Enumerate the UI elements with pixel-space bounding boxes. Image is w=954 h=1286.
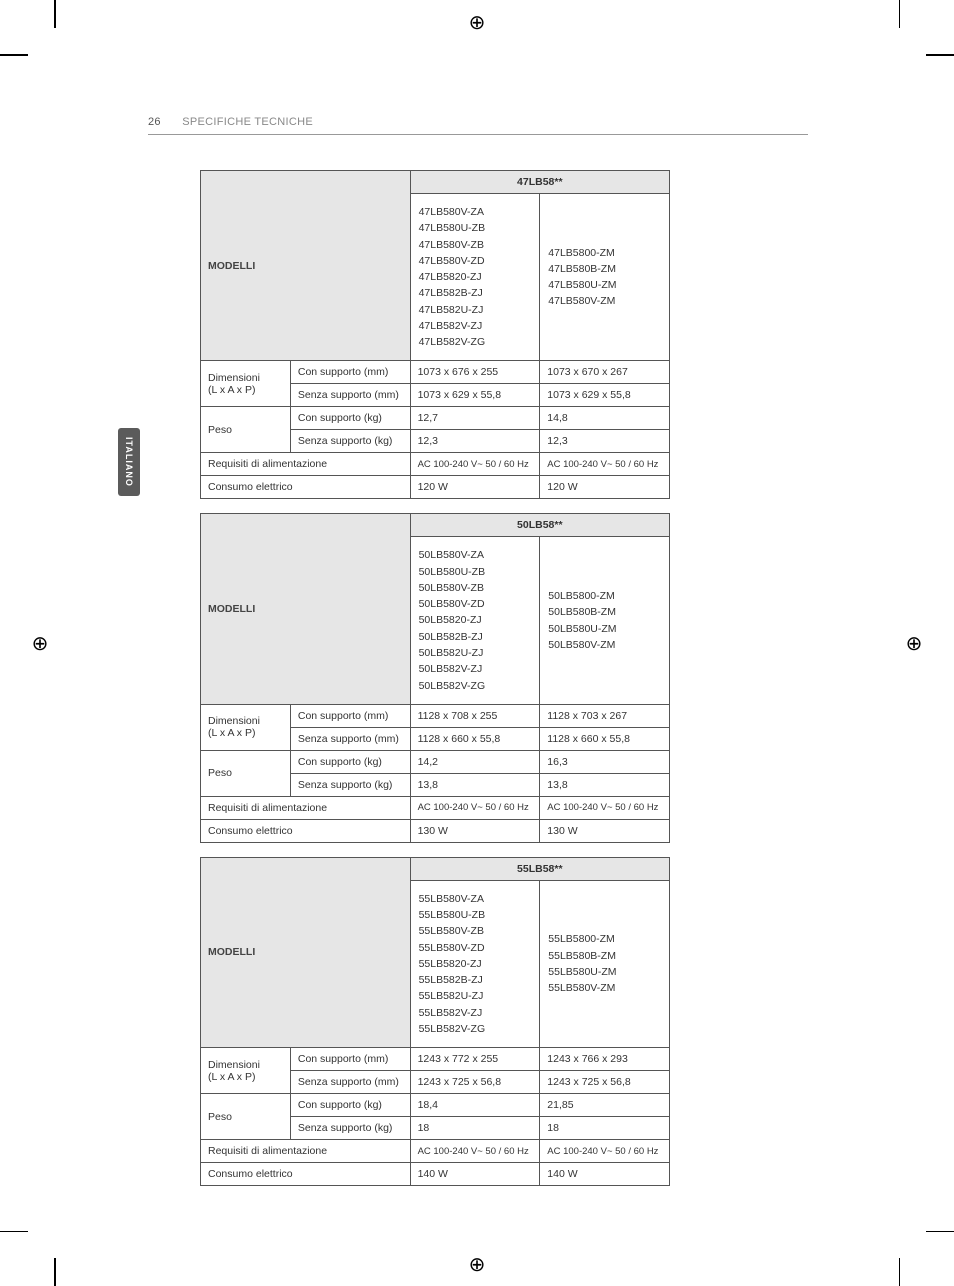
consumption-a: 120 W	[410, 476, 540, 499]
models-list-b: 50LB5800-ZM50LB580B-ZM50LB580U-ZM50LB580…	[540, 537, 670, 704]
consumption-a: 130 W	[410, 819, 540, 842]
with-stand-mm-label: Con supporto (mm)	[290, 361, 410, 384]
spec-table: MODELLI 55LB58** 55LB580V-ZA55LB580U-ZB5…	[200, 857, 670, 1186]
modelli-label: MODELLI	[201, 514, 411, 704]
without-stand-kg-label: Senza supporto (kg)	[290, 430, 410, 453]
dim-con-a: 1073 x 676 x 255	[410, 361, 540, 384]
power-a: AC 100-240 V~ 50 / 60 Hz	[410, 453, 540, 476]
crop-mark	[899, 1258, 901, 1286]
dimensions-label: Dimensioni(L x A x P)	[201, 1048, 291, 1094]
consumption-b: 120 W	[540, 476, 670, 499]
consumption-label: Consumo elettrico	[201, 819, 411, 842]
power-a: AC 100-240 V~ 50 / 60 Hz	[410, 796, 540, 819]
crop-mark	[0, 1231, 28, 1233]
weight-label: Peso	[201, 750, 291, 796]
modelli-label: MODELLI	[201, 171, 411, 361]
peso-senza-b: 12,3	[540, 430, 670, 453]
modelli-label: MODELLI	[201, 857, 411, 1047]
spec-table: MODELLI 47LB58** 47LB580V-ZA47LB580U-ZB4…	[200, 170, 670, 499]
consumption-b: 140 W	[540, 1163, 670, 1186]
series-header: 47LB58**	[410, 171, 669, 194]
models-list-a: 47LB580V-ZA47LB580U-ZB47LB580V-ZB47LB580…	[410, 194, 540, 361]
peso-con-a: 12,7	[410, 407, 540, 430]
models-list-a: 50LB580V-ZA50LB580U-ZB50LB580V-ZB50LB580…	[410, 537, 540, 704]
with-stand-kg-label: Con supporto (kg)	[290, 407, 410, 430]
weight-label: Peso	[201, 1094, 291, 1140]
registration-mark	[467, 1254, 487, 1274]
power-req-label: Requisiti di alimentazione	[201, 1140, 411, 1163]
crop-mark	[0, 54, 28, 56]
with-stand-mm-label: Con supporto (mm)	[290, 1048, 410, 1071]
dim-senza-b: 1073 x 629 x 55,8	[540, 384, 670, 407]
spec-table: MODELLI 50LB58** 50LB580V-ZA50LB580U-ZB5…	[200, 513, 670, 842]
registration-mark	[30, 633, 50, 653]
consumption-b: 130 W	[540, 819, 670, 842]
dimensions-label: Dimensioni(L x A x P)	[201, 361, 291, 407]
dim-con-a: 1128 x 708 x 255	[410, 704, 540, 727]
without-stand-mm-label: Senza supporto (mm)	[290, 1071, 410, 1094]
peso-con-a: 14,2	[410, 750, 540, 773]
consumption-label: Consumo elettrico	[201, 476, 411, 499]
power-b: AC 100-240 V~ 50 / 60 Hz	[540, 1140, 670, 1163]
peso-con-b: 16,3	[540, 750, 670, 773]
series-header: 55LB58**	[410, 857, 669, 880]
without-stand-kg-label: Senza supporto (kg)	[290, 773, 410, 796]
peso-con-a: 18,4	[410, 1094, 540, 1117]
power-b: AC 100-240 V~ 50 / 60 Hz	[540, 796, 670, 819]
without-stand-kg-label: Senza supporto (kg)	[290, 1117, 410, 1140]
models-list-b: 55LB5800-ZM55LB580B-ZM55LB580U-ZM55LB580…	[540, 880, 670, 1047]
dim-con-b: 1073 x 670 x 267	[540, 361, 670, 384]
peso-senza-b: 13,8	[540, 773, 670, 796]
crop-mark	[899, 0, 901, 28]
weight-label: Peso	[201, 407, 291, 453]
with-stand-kg-label: Con supporto (kg)	[290, 750, 410, 773]
header-rule	[148, 134, 808, 135]
spec-tables-container: MODELLI 47LB58** 47LB580V-ZA47LB580U-ZB4…	[200, 170, 670, 1200]
crop-mark	[926, 1231, 954, 1233]
power-req-label: Requisiti di alimentazione	[201, 453, 411, 476]
peso-senza-a: 13,8	[410, 773, 540, 796]
registration-mark	[904, 633, 924, 653]
crop-mark	[54, 1258, 56, 1286]
dim-senza-a: 1073 x 629 x 55,8	[410, 384, 540, 407]
with-stand-kg-label: Con supporto (kg)	[290, 1094, 410, 1117]
without-stand-mm-label: Senza supporto (mm)	[290, 727, 410, 750]
power-b: AC 100-240 V~ 50 / 60 Hz	[540, 453, 670, 476]
language-tab: ITALIANO	[118, 428, 140, 496]
peso-con-b: 21,85	[540, 1094, 670, 1117]
models-list-a: 55LB580V-ZA55LB580U-ZB55LB580V-ZB55LB580…	[410, 880, 540, 1047]
power-a: AC 100-240 V~ 50 / 60 Hz	[410, 1140, 540, 1163]
without-stand-mm-label: Senza supporto (mm)	[290, 384, 410, 407]
page-number: 26	[148, 116, 161, 128]
crop-mark	[54, 0, 56, 28]
dim-senza-a: 1128 x 660 x 55,8	[410, 727, 540, 750]
dim-con-b: 1243 x 766 x 293	[540, 1048, 670, 1071]
dim-con-b: 1128 x 703 x 267	[540, 704, 670, 727]
dim-senza-b: 1243 x 725 x 56,8	[540, 1071, 670, 1094]
with-stand-mm-label: Con supporto (mm)	[290, 704, 410, 727]
peso-senza-b: 18	[540, 1117, 670, 1140]
page-header: 26 SPECIFICHE TECNICHE	[148, 116, 313, 128]
dim-senza-b: 1128 x 660 x 55,8	[540, 727, 670, 750]
peso-senza-a: 18	[410, 1117, 540, 1140]
consumption-a: 140 W	[410, 1163, 540, 1186]
dimensions-label: Dimensioni(L x A x P)	[201, 704, 291, 750]
series-header: 50LB58**	[410, 514, 669, 537]
models-list-b: 47LB5800-ZM47LB580B-ZM47LB580U-ZM47LB580…	[540, 194, 670, 361]
registration-mark	[467, 12, 487, 32]
dim-con-a: 1243 x 772 x 255	[410, 1048, 540, 1071]
section-title: SPECIFICHE TECNICHE	[182, 116, 313, 128]
consumption-label: Consumo elettrico	[201, 1163, 411, 1186]
peso-con-b: 14,8	[540, 407, 670, 430]
power-req-label: Requisiti di alimentazione	[201, 796, 411, 819]
peso-senza-a: 12,3	[410, 430, 540, 453]
dim-senza-a: 1243 x 725 x 56,8	[410, 1071, 540, 1094]
crop-mark	[926, 54, 954, 56]
